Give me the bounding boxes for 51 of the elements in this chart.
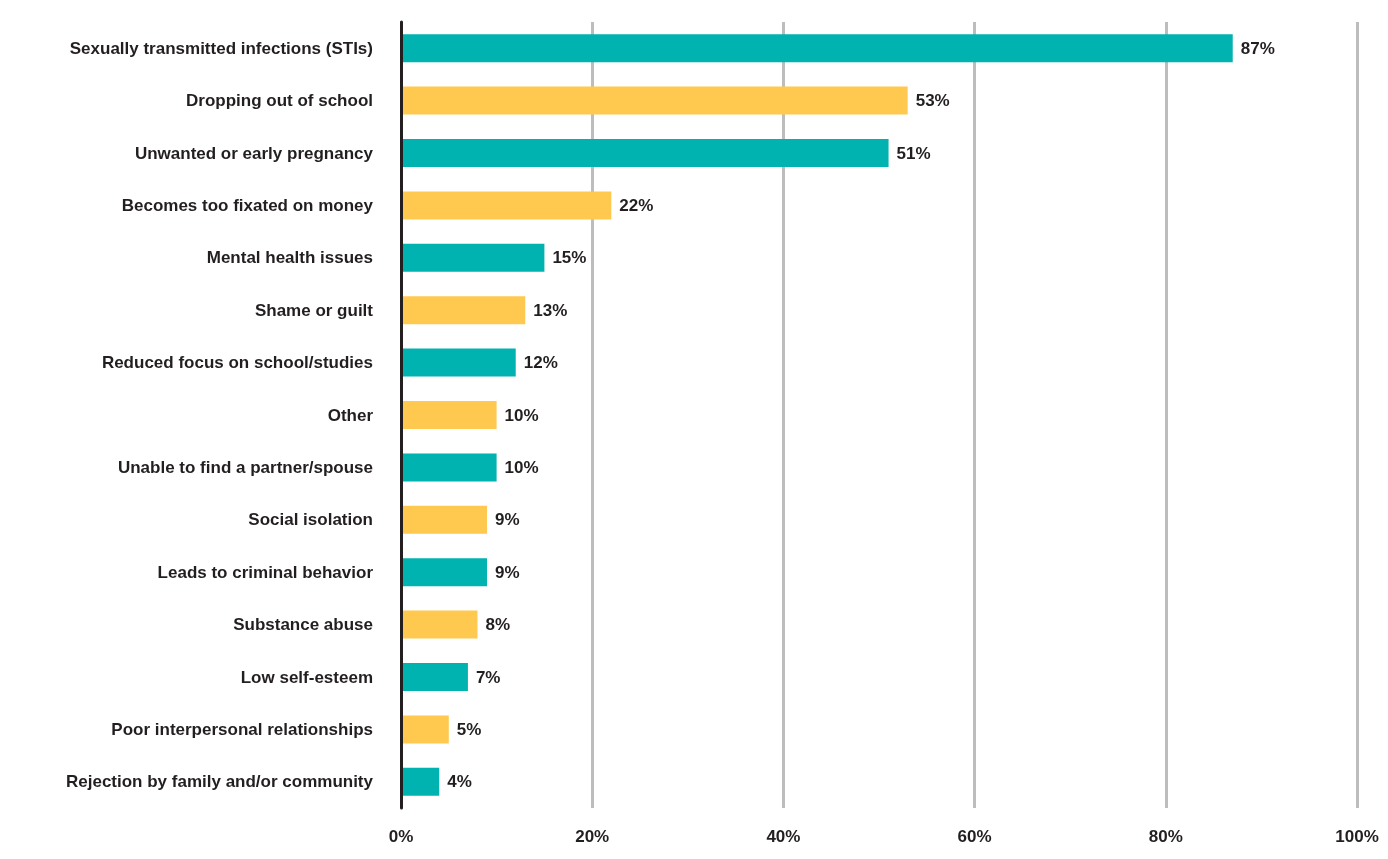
- bar: [401, 505, 488, 534]
- data-label: 87%: [1240, 38, 1275, 58]
- data-label: 15%: [552, 248, 587, 268]
- bar: [401, 296, 526, 325]
- data-label: 4%: [447, 772, 472, 792]
- data-label: 53%: [915, 91, 950, 111]
- bar: [401, 34, 1233, 63]
- y-tick-label: Mental health issues: [206, 248, 373, 268]
- data-label: 10%: [504, 457, 539, 477]
- y-tick-label: Rejection by family and/or community: [65, 772, 374, 792]
- bar: [401, 191, 612, 220]
- bar: [401, 558, 488, 587]
- bar: [401, 139, 889, 167]
- bar: [401, 663, 468, 691]
- x-tick-label: 100%: [1335, 827, 1379, 846]
- bar: [401, 453, 497, 482]
- y-tick-label: Shame or guilt: [254, 300, 374, 320]
- data-label: 8%: [485, 615, 511, 635]
- data-label: 22%: [619, 195, 654, 215]
- data-label: 13%: [533, 300, 568, 320]
- data-label: 5%: [456, 719, 482, 739]
- bar: [401, 86, 908, 115]
- y-tick-label: Becomes too fixated on money: [121, 195, 374, 215]
- data-label: 9%: [495, 510, 520, 530]
- y-tick-label: Leads to criminal behavior: [157, 562, 374, 582]
- bar: [401, 348, 516, 377]
- data-label: 10%: [504, 405, 539, 425]
- y-tick-label: Reduced focus on school/studies: [101, 353, 373, 373]
- data-label: 9%: [495, 562, 520, 582]
- bar: [401, 767, 440, 796]
- bar: [401, 243, 545, 272]
- y-tick-label: Dropping out of school: [186, 91, 373, 111]
- y-tick-label: Sexually transmitted infections (STIs): [69, 38, 373, 58]
- data-label: 7%: [475, 667, 501, 687]
- x-tick-label: 80%: [1148, 827, 1183, 846]
- x-tick-label: 60%: [957, 827, 992, 846]
- y-tick-label: Substance abuse: [233, 615, 373, 635]
- y-tick-label: Unwanted or early pregnancy: [134, 143, 374, 163]
- x-tick-label: 40%: [766, 827, 801, 846]
- y-tick-label: Low self-esteem: [240, 667, 373, 687]
- bar: [401, 715, 449, 744]
- data-label: 51%: [896, 143, 931, 163]
- data-label: 12%: [523, 353, 558, 373]
- bar: [401, 401, 497, 429]
- y-tick-label: Other: [327, 405, 374, 425]
- x-tick-label: 0%: [388, 827, 414, 846]
- bar: [401, 610, 478, 639]
- y-tick-label: Poor interpersonal relationships: [111, 719, 373, 739]
- y-tick-label: Unable to find a partner/spouse: [117, 457, 373, 477]
- y-tick-label: Social isolation: [248, 510, 373, 530]
- x-tick-label: 20%: [575, 827, 610, 846]
